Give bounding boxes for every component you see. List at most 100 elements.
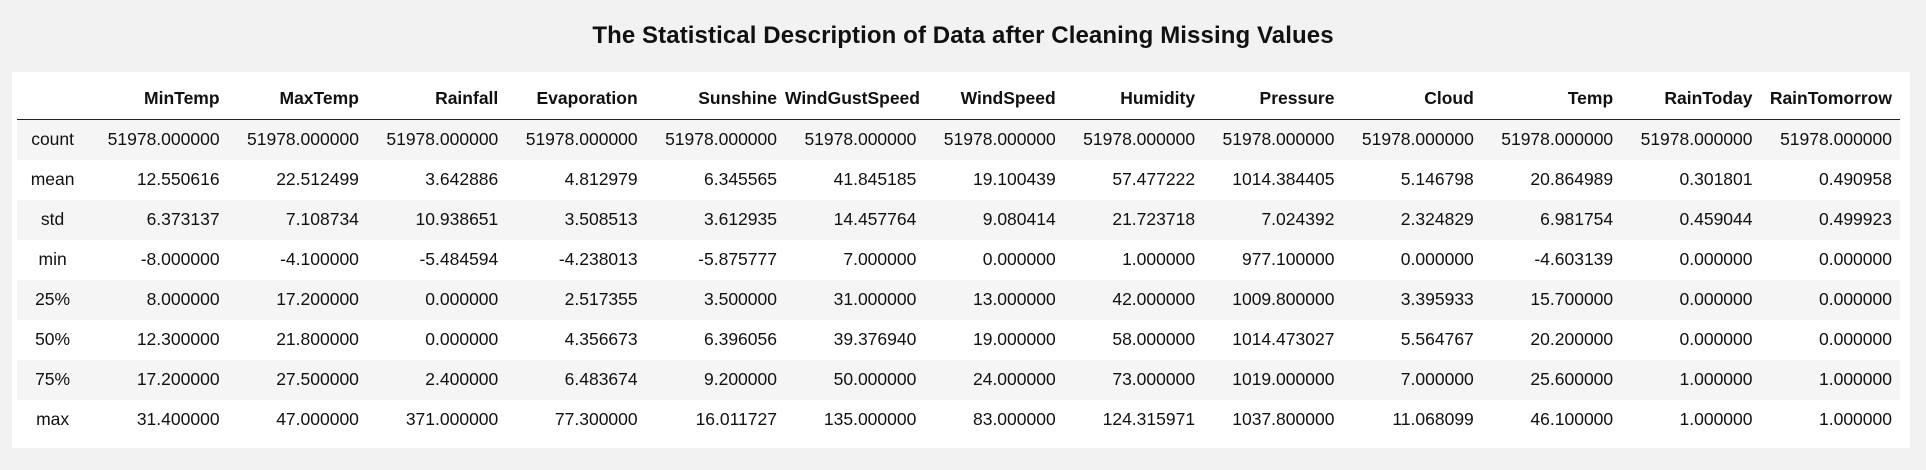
table-cell: 8.000000 bbox=[146, 289, 220, 309]
table-cell: 2.324829 bbox=[1400, 209, 1474, 229]
table-cell: 0.000000 bbox=[1400, 249, 1474, 269]
table-cell: 6.483674 bbox=[564, 369, 638, 389]
table-cell: 21.723718 bbox=[1112, 209, 1196, 229]
table-cell: 0.000000 bbox=[425, 289, 499, 309]
table-cell: 0.000000 bbox=[1679, 329, 1753, 349]
table-cell: -5.484594 bbox=[419, 249, 499, 269]
table-cell: 0.000000 bbox=[1679, 289, 1753, 309]
table-row: min -8.000000 -4.100000 -5.484594 -4.238013 -… bbox=[17, 240, 1900, 280]
table-cell: 58.000000 bbox=[1112, 329, 1196, 349]
table-row: 75% 17.200000 27.500000 2.400000 6.483674 9.2… bbox=[17, 359, 1900, 400]
table-cell: 6.396056 bbox=[704, 329, 777, 349]
table-cell: 27.500000 bbox=[276, 369, 359, 389]
table-cell: 3.500000 bbox=[704, 289, 777, 309]
table-cell: 9.200000 bbox=[704, 369, 777, 389]
table-cell: 1.000000 bbox=[1679, 409, 1753, 429]
table-cell: 46.100000 bbox=[1530, 409, 1614, 429]
table-cell: 3.612935 bbox=[704, 209, 777, 229]
table-cell: 7.000000 bbox=[843, 249, 917, 269]
table-cell: 0.000000 bbox=[982, 249, 1056, 269]
table-cell: 135.000000 bbox=[823, 409, 917, 429]
table-cell: 13.000000 bbox=[972, 289, 1056, 309]
table-cell: 1014.473027 bbox=[1232, 329, 1335, 349]
table-cell: 31.400000 bbox=[136, 409, 220, 429]
table-cell: 2.517355 bbox=[564, 289, 638, 309]
table-cell: 0.499923 bbox=[1819, 209, 1892, 229]
table-cell: 31.000000 bbox=[833, 289, 917, 309]
table-cell: 1.000000 bbox=[1679, 369, 1753, 389]
table-row: std 6.373137 7.108734 10.938651 3.508513 3.61… bbox=[17, 199, 1900, 240]
table-cell: 22.512499 bbox=[276, 169, 359, 189]
table-cell: 0.459044 bbox=[1679, 209, 1753, 229]
table-cell: 20.864989 bbox=[1530, 169, 1614, 189]
column-header: Cloud bbox=[1342, 78, 1482, 120]
table-cell: 5.146798 bbox=[1400, 169, 1474, 189]
table-cell: 3.642886 bbox=[425, 169, 499, 189]
column-header: RainToday bbox=[1621, 78, 1761, 120]
table-cell: 16.011727 bbox=[695, 409, 777, 429]
table-cell: 0.000000 bbox=[1819, 289, 1892, 309]
table-cell: -5.875777 bbox=[698, 249, 777, 269]
column-header: Temp bbox=[1481, 78, 1622, 120]
table-cell: 10.938651 bbox=[415, 209, 499, 229]
table-row: count 51978.000000 51978.000000 51978.00000… bbox=[17, 119, 1900, 160]
index-header bbox=[17, 78, 89, 120]
table-cell: 977.100000 bbox=[1241, 249, 1335, 269]
table-cell: 1009.800000 bbox=[1232, 289, 1335, 309]
table-cell: 41.845185 bbox=[833, 169, 917, 189]
table-cell: 7.024392 bbox=[1261, 209, 1335, 229]
table-cell: 2.400000 bbox=[425, 369, 499, 389]
table-cell: 12.300000 bbox=[136, 329, 220, 349]
table-body: count 51978.000000 51978.000000 51978.00000… bbox=[17, 119, 1900, 440]
table-cell: 0.000000 bbox=[425, 329, 499, 349]
table-cell: 19.100439 bbox=[972, 169, 1056, 189]
statistics-table: MinTemp MaxTemp Rainfall Evaporation Sunshin… bbox=[17, 78, 1900, 440]
table-cell: 15.700000 bbox=[1530, 289, 1614, 309]
table-row: mean 12.550616 22.512499 3.642886 4.812979 6.… bbox=[17, 160, 1900, 200]
table-cell: 24.000000 bbox=[972, 369, 1056, 389]
table-cell: 51978.000000 bbox=[1361, 129, 1474, 150]
table-cell: 6.373137 bbox=[146, 209, 220, 229]
table-cell: 51978.000000 bbox=[107, 129, 220, 150]
table-cell: 1014.384405 bbox=[1232, 169, 1335, 189]
row-label: min bbox=[38, 249, 67, 269]
row-label: 50% bbox=[35, 329, 71, 349]
table-cell: 124.315971 bbox=[1102, 409, 1196, 429]
table-cell: 0.490958 bbox=[1819, 169, 1892, 189]
row-label: std bbox=[40, 209, 65, 229]
table-cell: 51978.000000 bbox=[665, 129, 777, 150]
table-cell: 20.200000 bbox=[1530, 329, 1614, 349]
header-row: MinTemp MaxTemp Rainfall Evaporation Sunshin… bbox=[17, 78, 1900, 120]
column-header: WindSpeed bbox=[924, 78, 1064, 120]
table-cell: 1019.000000 bbox=[1232, 369, 1335, 389]
column-header: RainTomorrow bbox=[1760, 78, 1900, 120]
table-cell: 1037.800000 bbox=[1232, 409, 1335, 429]
table-header: MinTemp MaxTemp Rainfall Evaporation Sunshin… bbox=[17, 78, 1900, 120]
table-cell: 42.000000 bbox=[1112, 289, 1196, 309]
table-cell: 51978.000000 bbox=[1083, 129, 1196, 150]
table-cell: 17.200000 bbox=[136, 369, 220, 389]
table-cell: 51978.000000 bbox=[804, 129, 917, 150]
table-cell: 12.550616 bbox=[136, 169, 220, 189]
table-cell: 51978.000000 bbox=[943, 129, 1056, 150]
table-cell: 19.000000 bbox=[972, 329, 1056, 349]
column-header: MinTemp bbox=[88, 78, 228, 120]
table-cell: 0.000000 bbox=[1679, 249, 1753, 269]
table-cell: 1.000000 bbox=[1819, 369, 1892, 389]
table-cell: -8.000000 bbox=[140, 249, 220, 269]
column-header: MaxTemp bbox=[227, 78, 367, 120]
row-label: 75% bbox=[35, 369, 71, 389]
row-label: max bbox=[36, 409, 70, 429]
column-header: Evaporation bbox=[506, 78, 646, 120]
table-row: 50% 12.300000 21.800000 0.000000 4.356673 6.3… bbox=[17, 320, 1900, 360]
table-cell: 25.600000 bbox=[1530, 369, 1614, 389]
table-cell: 371.000000 bbox=[405, 409, 499, 429]
column-header: Rainfall bbox=[366, 78, 507, 120]
column-header: Pressure bbox=[1203, 78, 1343, 120]
table-cell: 51978.000000 bbox=[247, 129, 359, 150]
table-cell: 47.000000 bbox=[276, 409, 359, 429]
row-label: mean bbox=[30, 169, 75, 189]
table-cell: 7.108734 bbox=[285, 209, 359, 229]
table-cell: 83.000000 bbox=[972, 409, 1056, 429]
table-cell: 0.301801 bbox=[1679, 169, 1753, 189]
